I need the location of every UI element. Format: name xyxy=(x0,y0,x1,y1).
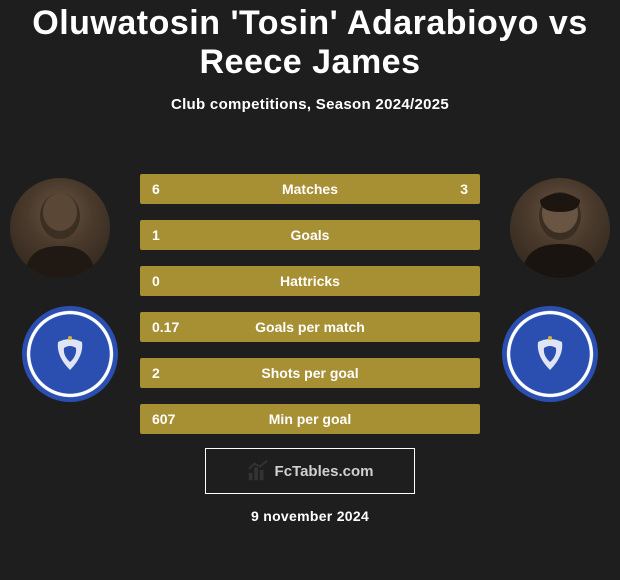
stat-left-value: 6 xyxy=(152,181,202,197)
stat-left-value: 0 xyxy=(152,273,202,289)
person-silhouette-icon xyxy=(510,178,610,278)
stat-row-matches: 6 Matches 3 xyxy=(140,174,480,204)
season-subtitle: Club competitions, Season 2024/2025 xyxy=(0,96,620,113)
player-right-club-badge xyxy=(502,306,598,402)
stat-label: Matches xyxy=(202,181,418,197)
stat-right-value: 3 xyxy=(418,181,468,197)
stat-left-value: 0.17 xyxy=(152,319,202,335)
bar-chart-icon xyxy=(247,460,269,482)
stat-label: Hattricks xyxy=(202,273,418,289)
player-left-club-badge xyxy=(22,306,118,402)
stat-label: Min per goal xyxy=(202,411,418,427)
person-silhouette-icon xyxy=(10,178,110,278)
stat-row-goals: 1 Goals xyxy=(140,220,480,250)
page-title: Oluwatosin 'Tosin' Adarabioyo vs Reece J… xyxy=(0,0,620,82)
stat-left-value: 607 xyxy=(152,411,202,427)
stat-row-goals-per-match: 0.17 Goals per match xyxy=(140,312,480,342)
player-left-avatar xyxy=(10,178,110,278)
snapshot-date: 9 november 2024 xyxy=(0,508,620,524)
player-right-avatar xyxy=(510,178,610,278)
club-crest-icon xyxy=(522,326,578,382)
brand-link[interactable]: FcTables.com xyxy=(205,448,415,494)
club-crest-icon xyxy=(42,326,98,382)
stat-label: Goals per match xyxy=(202,319,418,335)
stat-left-value: 2 xyxy=(152,365,202,381)
stat-row-shots-per-goal: 2 Shots per goal xyxy=(140,358,480,388)
comparison-stats: 6 Matches 3 1 Goals 0 Hattricks 0.17 Goa… xyxy=(140,174,480,450)
brand-text: FcTables.com xyxy=(275,463,374,480)
stat-label: Shots per goal xyxy=(202,365,418,381)
stat-row-hattricks: 0 Hattricks xyxy=(140,266,480,296)
stat-left-value: 1 xyxy=(152,227,202,243)
stat-row-min-per-goal: 607 Min per goal xyxy=(140,404,480,434)
stat-label: Goals xyxy=(202,227,418,243)
